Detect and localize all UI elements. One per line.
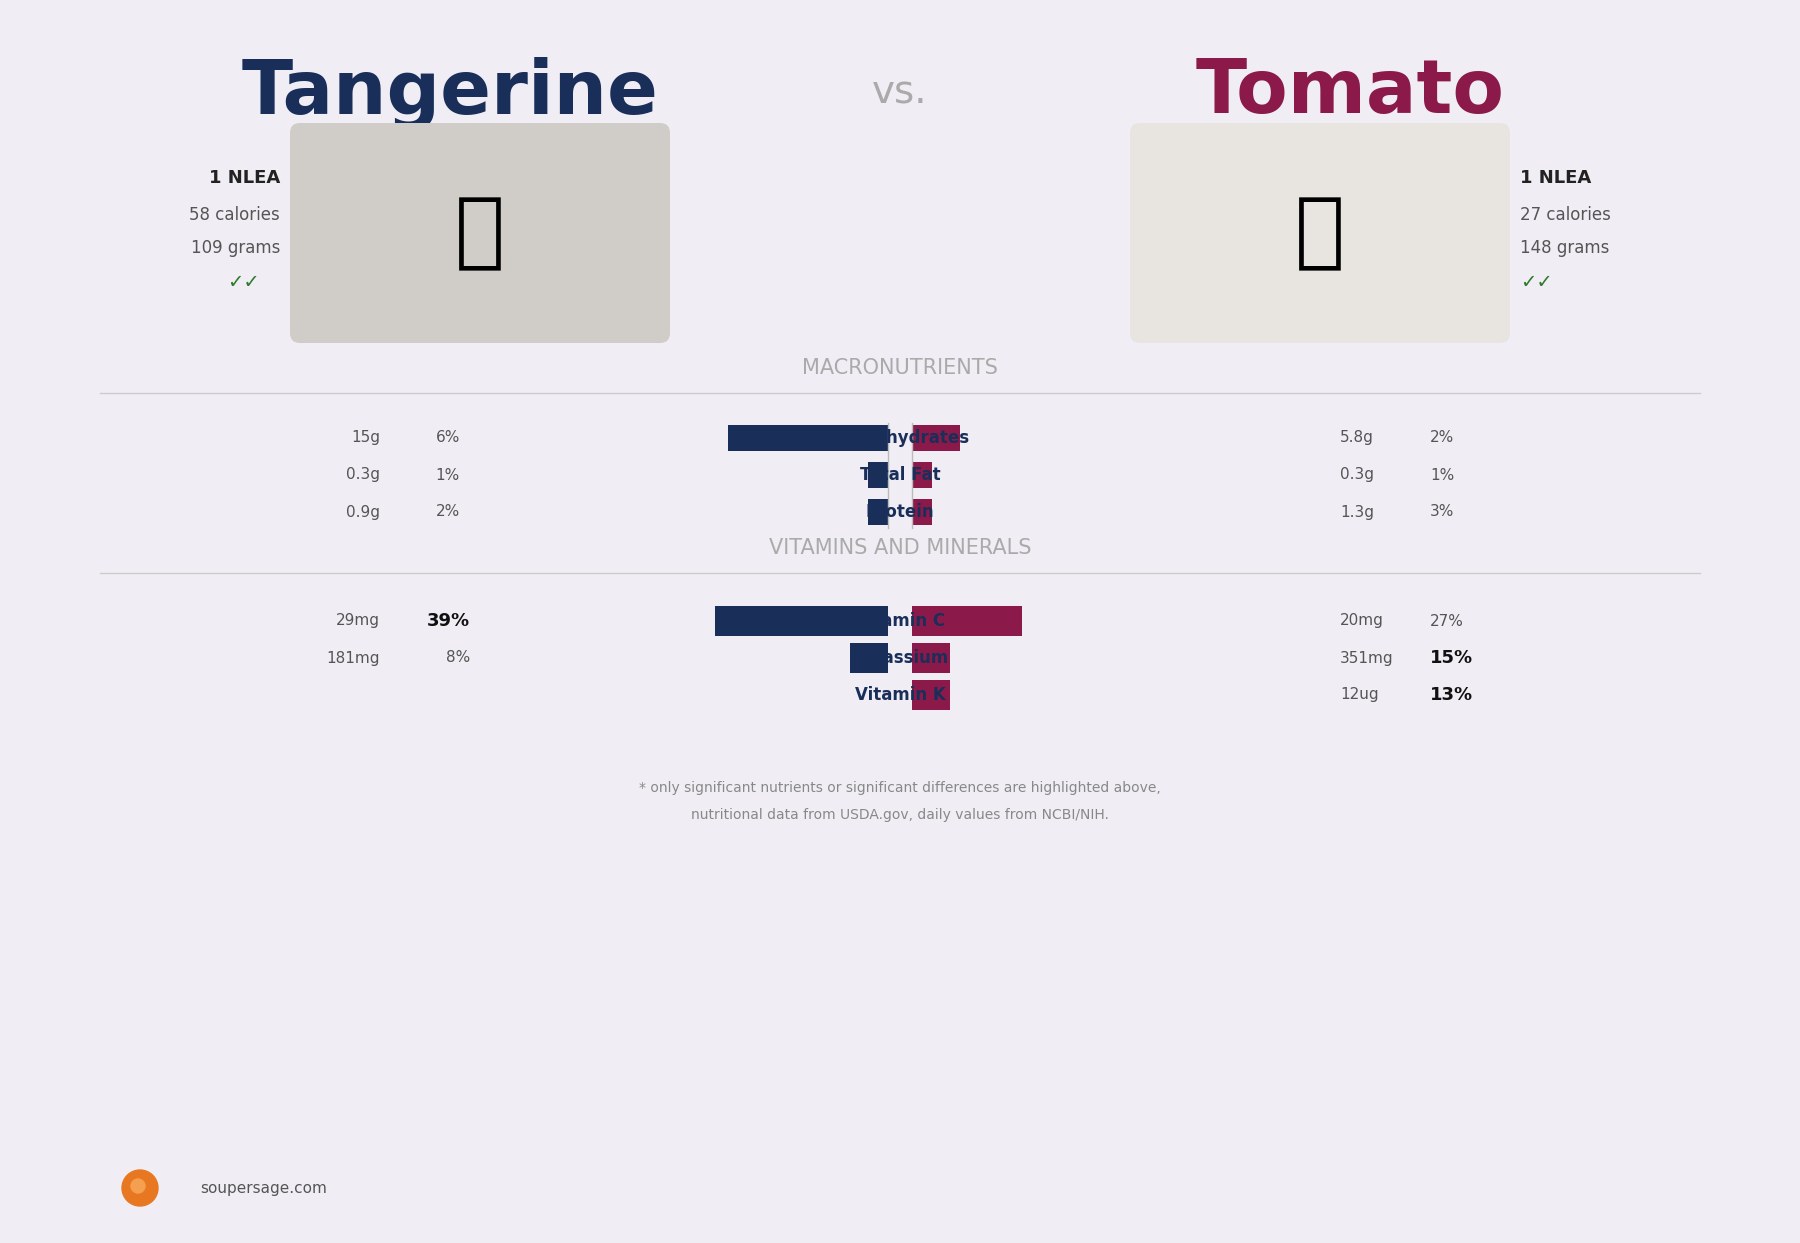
Text: 1%: 1% xyxy=(436,467,461,482)
Text: soupersage.com: soupersage.com xyxy=(200,1181,328,1196)
Text: 1.3g: 1.3g xyxy=(1339,505,1373,520)
FancyBboxPatch shape xyxy=(290,123,670,343)
Text: 148 grams: 148 grams xyxy=(1519,239,1609,257)
Text: 3%: 3% xyxy=(1429,505,1454,520)
Bar xyxy=(850,643,887,672)
Text: 5.8g: 5.8g xyxy=(1339,430,1373,445)
Text: 0.9g: 0.9g xyxy=(346,505,380,520)
Text: nutritional data from USDA.gov, daily values from NCBI/NIH.: nutritional data from USDA.gov, daily va… xyxy=(691,808,1109,822)
Text: 0.3g: 0.3g xyxy=(1339,467,1373,482)
Text: Vitamin K: Vitamin K xyxy=(855,686,945,704)
Text: 109 grams: 109 grams xyxy=(191,239,281,257)
Text: 🍊: 🍊 xyxy=(455,193,506,273)
Text: vs.: vs. xyxy=(873,75,927,112)
Text: 181mg: 181mg xyxy=(326,650,380,665)
Text: 2%: 2% xyxy=(1429,430,1454,445)
Text: 29mg: 29mg xyxy=(337,614,380,629)
Text: * only significant nutrients or significant differences are highlighted above,: * only significant nutrients or signific… xyxy=(639,781,1161,796)
Text: 6%: 6% xyxy=(436,430,461,445)
Text: 13%: 13% xyxy=(1429,686,1472,704)
Text: Carbohydrates: Carbohydrates xyxy=(832,429,968,447)
Text: 8%: 8% xyxy=(446,650,470,665)
Bar xyxy=(715,607,887,636)
Text: Tangerine: Tangerine xyxy=(241,56,659,129)
Text: ✓✓: ✓✓ xyxy=(227,273,259,292)
Bar xyxy=(727,425,887,451)
Bar xyxy=(913,425,959,451)
Text: 1%: 1% xyxy=(1429,467,1454,482)
Bar xyxy=(913,643,950,672)
Text: 🍅: 🍅 xyxy=(1294,193,1345,273)
FancyBboxPatch shape xyxy=(1130,123,1510,343)
Text: 12ug: 12ug xyxy=(1339,687,1379,702)
Text: 15%: 15% xyxy=(1429,649,1472,667)
Text: Tomato: Tomato xyxy=(1195,56,1505,129)
Text: 0.3g: 0.3g xyxy=(346,467,380,482)
Text: 1 NLEA: 1 NLEA xyxy=(1519,169,1591,186)
Bar xyxy=(868,498,887,525)
Text: Total Fat: Total Fat xyxy=(860,466,940,484)
Bar xyxy=(913,498,932,525)
Bar xyxy=(913,607,1022,636)
Text: ✓✓: ✓✓ xyxy=(1519,273,1553,292)
Text: 20mg: 20mg xyxy=(1339,614,1384,629)
Text: 15g: 15g xyxy=(351,430,380,445)
Text: MACRONUTRIENTS: MACRONUTRIENTS xyxy=(803,358,997,378)
Circle shape xyxy=(122,1170,158,1206)
Text: 351mg: 351mg xyxy=(1339,650,1393,665)
Text: 1 NLEA: 1 NLEA xyxy=(209,169,281,186)
Text: 58 calories: 58 calories xyxy=(189,206,281,224)
Bar xyxy=(913,680,950,710)
Text: 39%: 39% xyxy=(427,612,470,630)
Text: Potassium: Potassium xyxy=(851,649,949,667)
Text: 27 calories: 27 calories xyxy=(1519,206,1611,224)
Circle shape xyxy=(131,1180,146,1193)
Text: VITAMINS AND MINERALS: VITAMINS AND MINERALS xyxy=(769,538,1031,558)
Bar xyxy=(868,462,887,488)
Text: 2%: 2% xyxy=(436,505,461,520)
Text: 27%: 27% xyxy=(1429,614,1463,629)
Bar xyxy=(913,462,932,488)
Text: Protein: Protein xyxy=(866,503,934,521)
Text: Vitamin C: Vitamin C xyxy=(855,612,945,630)
